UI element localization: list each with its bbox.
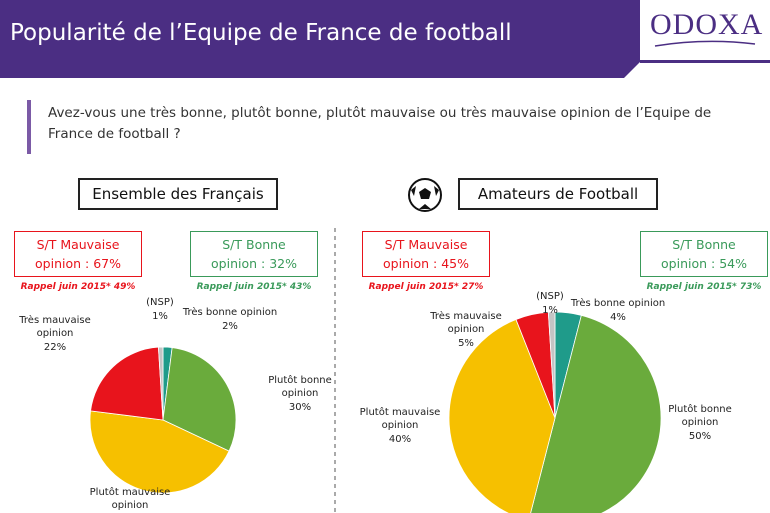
question: Avez-vous une très bonne, plutôt bonne, …	[48, 105, 712, 142]
logo: ODOXA	[650, 8, 764, 41]
slice-label: Plutôt bonne opinion	[668, 404, 732, 428]
question-bar	[27, 100, 31, 154]
pie-slice	[547, 311, 556, 419]
recall-note: Rappel juin 2015* 27%	[368, 282, 484, 292]
chart-title: Amateurs de Football	[458, 178, 658, 210]
slice-value: 1%	[152, 311, 168, 322]
slice-value: 30%	[288, 402, 312, 413]
recall-note: Rappel juin 2015* 43%	[196, 282, 312, 292]
pie-slice	[90, 346, 164, 421]
chart-title: Ensemble des Français	[78, 178, 278, 210]
slice-value: 40%	[388, 434, 412, 445]
slice-value: 50%	[688, 431, 712, 442]
slice-label: Plutôt mauvaise opinion	[359, 407, 441, 431]
slice-label: Très bonne opinion	[570, 298, 666, 309]
header-band	[0, 0, 640, 78]
recall-note: Rappel juin 2015* 49%	[20, 282, 136, 292]
slice-value: 5%	[458, 338, 474, 349]
summary-box: S/T Bonne opinion : 32%	[190, 231, 318, 277]
summary-box: S/T Bonne opinion : 54%	[640, 231, 768, 277]
slice-value: 1%	[542, 305, 558, 316]
slice-value: 2%	[222, 321, 238, 332]
pie-slice	[157, 346, 164, 421]
pie-slice	[448, 318, 556, 513]
slice-label: Très mauvaise opinion	[19, 315, 91, 339]
logo-swoosh	[654, 40, 756, 47]
pie-slice	[530, 314, 662, 513]
football-icon	[408, 178, 442, 212]
summary-box: S/T Mauvaise opinion : 45%	[362, 231, 490, 277]
summary-box: S/T Mauvaise opinion : 67%	[14, 231, 142, 277]
slice-value: 22%	[43, 342, 67, 353]
slice-label: Très bonne opinion	[182, 307, 278, 318]
slice-label: Plutôt bonne opinion	[268, 375, 332, 399]
slice-label: Très mauvaise opinion	[430, 311, 502, 335]
slice-label: (NSP)	[146, 297, 174, 308]
pie-slice	[89, 410, 230, 494]
slice-label: (NSP)	[536, 291, 564, 302]
pie-slice	[162, 347, 237, 452]
slice-value: 4%	[610, 312, 626, 323]
slice-label: Plutôt mauvaise opinion	[89, 487, 171, 511]
page-title: Popularité de l’Equipe de France de foot…	[10, 20, 512, 46]
header-line	[640, 60, 770, 63]
recall-note: Rappel juin 2015* 73%	[646, 282, 762, 292]
